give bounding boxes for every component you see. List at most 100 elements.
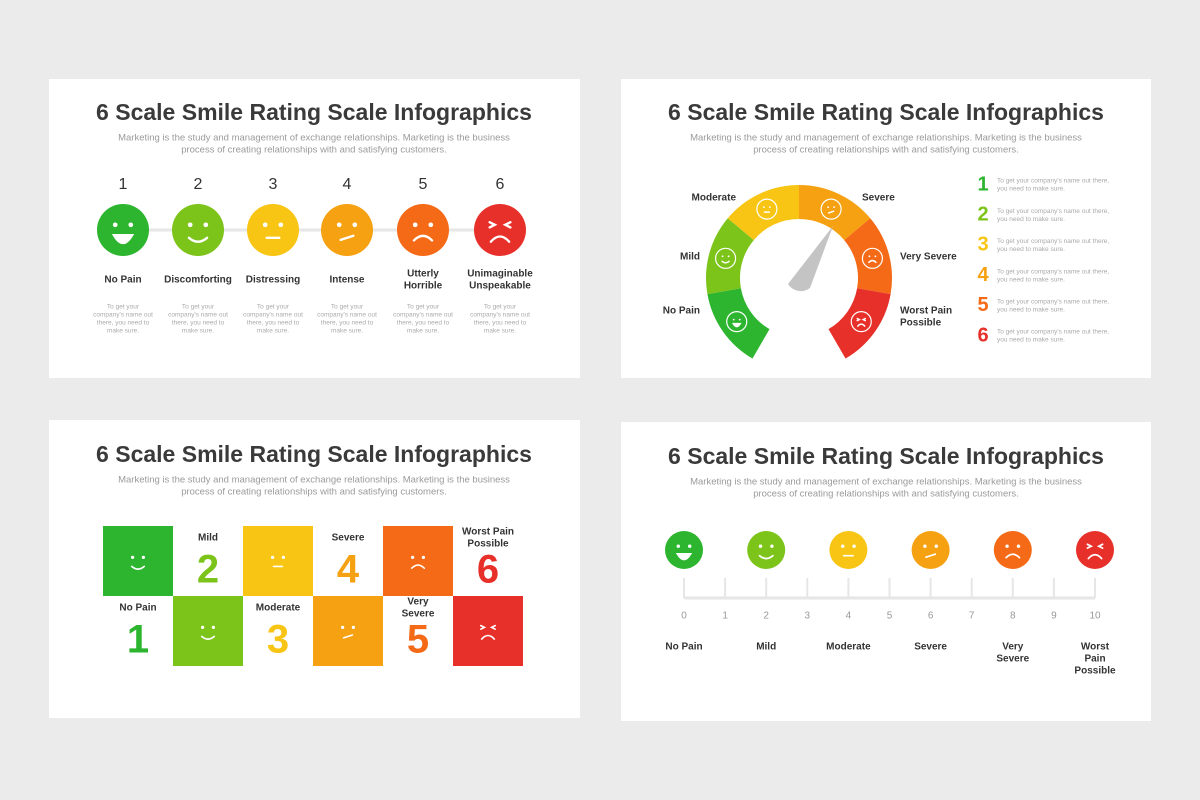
face-mouth (200, 635, 216, 640)
face-outline (756, 198, 778, 220)
level-label: Horrible (404, 281, 443, 292)
face-eye (758, 544, 763, 548)
face-eye (141, 555, 146, 560)
scale-label: 3 (805, 611, 811, 622)
level-label: Moderate (826, 642, 871, 653)
level-description: To get your (331, 304, 364, 311)
face-outline (714, 247, 737, 269)
face-eye (128, 222, 134, 228)
face-mouth (857, 323, 866, 327)
face-eye (727, 255, 730, 258)
face-eye (340, 625, 345, 630)
slide-title: 6 Scale Smile Rating Scale Infographics (668, 99, 1104, 125)
level-description: make sure. (484, 328, 516, 335)
list-number: 3 (977, 234, 988, 256)
face-eye (410, 555, 415, 560)
face-mouth (675, 552, 693, 561)
face-eye (827, 206, 830, 209)
face-eye (428, 222, 434, 228)
level-description: there, you need to (97, 320, 150, 327)
face-circle (172, 204, 224, 256)
face-mouth (758, 554, 774, 560)
list-text: you need to make sure. (997, 276, 1065, 283)
face-eye (351, 625, 356, 630)
scale-label: 4 (846, 611, 852, 622)
level-square (173, 596, 243, 666)
face-eye (489, 624, 497, 631)
face-eye (874, 255, 877, 258)
face-eye (203, 222, 209, 228)
gauge-segment (828, 288, 891, 359)
level-description: company's name out (168, 312, 228, 319)
scale-label: 6 (928, 611, 934, 622)
face-mouth (342, 634, 354, 639)
face-outline (850, 310, 872, 333)
level-description: there, you need to (321, 320, 374, 327)
gauge-label: Severe (862, 193, 895, 204)
list-number: 6 (977, 324, 988, 346)
level-square (103, 526, 173, 596)
face-eye (852, 544, 856, 548)
face-mouth (111, 234, 135, 245)
face-eye (278, 222, 284, 228)
cell-label: Moderate (256, 603, 301, 614)
slide-panel (621, 79, 1151, 378)
level-label: Intense (329, 275, 364, 286)
face-circle (474, 204, 526, 256)
slide-subtitle: Marketing is the study and management of… (690, 133, 1082, 144)
slide-subtitle: process of creating relationships with a… (181, 487, 447, 498)
level-description: To get your (484, 304, 517, 311)
list-text: To get your company's name out there, (997, 208, 1109, 215)
face-eye (421, 555, 426, 560)
level-label: Severe (996, 654, 1029, 665)
gauge-segment (844, 218, 892, 295)
level-description: make sure. (331, 328, 363, 335)
gauge-segment (706, 218, 754, 295)
gauge-segment (799, 185, 871, 241)
cell-label: Mild (198, 533, 218, 544)
face-eye (738, 318, 741, 321)
face-eye (856, 317, 861, 322)
list-text: you need to make sure. (997, 186, 1065, 193)
level-square (243, 526, 313, 596)
face-circle (97, 204, 149, 256)
level-square (383, 526, 453, 596)
cell-number: 3 (267, 618, 289, 662)
cell-label: No Pain (119, 603, 156, 614)
face-eye (479, 624, 487, 631)
level-label: Pain (1084, 654, 1105, 665)
slide-subtitle: process of creating relationships with a… (753, 145, 1019, 156)
level-label: Unspeakable (469, 281, 531, 292)
slide-subtitle: Marketing is the study and management of… (690, 477, 1082, 488)
list-text: you need to make sure. (997, 246, 1065, 253)
list-number: 4 (977, 264, 989, 286)
face-eye (187, 222, 193, 228)
list-number: 2 (977, 203, 988, 225)
level-label: No Pain (104, 275, 141, 286)
level-description: To get your (107, 304, 140, 311)
level-description: To get your (182, 304, 215, 311)
face-eye (934, 544, 939, 548)
list-text: you need to make sure. (997, 307, 1065, 314)
scale-label: 5 (887, 611, 893, 622)
level-description: there, you need to (474, 320, 527, 327)
face-eye (130, 555, 135, 560)
face-eye (112, 222, 118, 228)
level-label: Mild (756, 642, 776, 653)
slide-title: 6 Scale Smile Rating Scale Infographics (668, 443, 1104, 469)
face-circle (829, 531, 868, 569)
level-description: To get your (407, 304, 440, 311)
face-outline (726, 310, 748, 333)
face-eye (200, 625, 205, 630)
face-eye (768, 206, 771, 209)
face-circle (665, 531, 703, 569)
gauge-label: Possible (900, 318, 942, 329)
face-eye (861, 317, 867, 322)
cell-number: 5 (407, 618, 429, 662)
level-number: 4 (343, 176, 352, 193)
slide-subtitle: Marketing is the study and management of… (118, 475, 510, 486)
level-square (313, 596, 383, 666)
level-description: company's name out (393, 312, 453, 319)
face-circle (321, 204, 373, 256)
